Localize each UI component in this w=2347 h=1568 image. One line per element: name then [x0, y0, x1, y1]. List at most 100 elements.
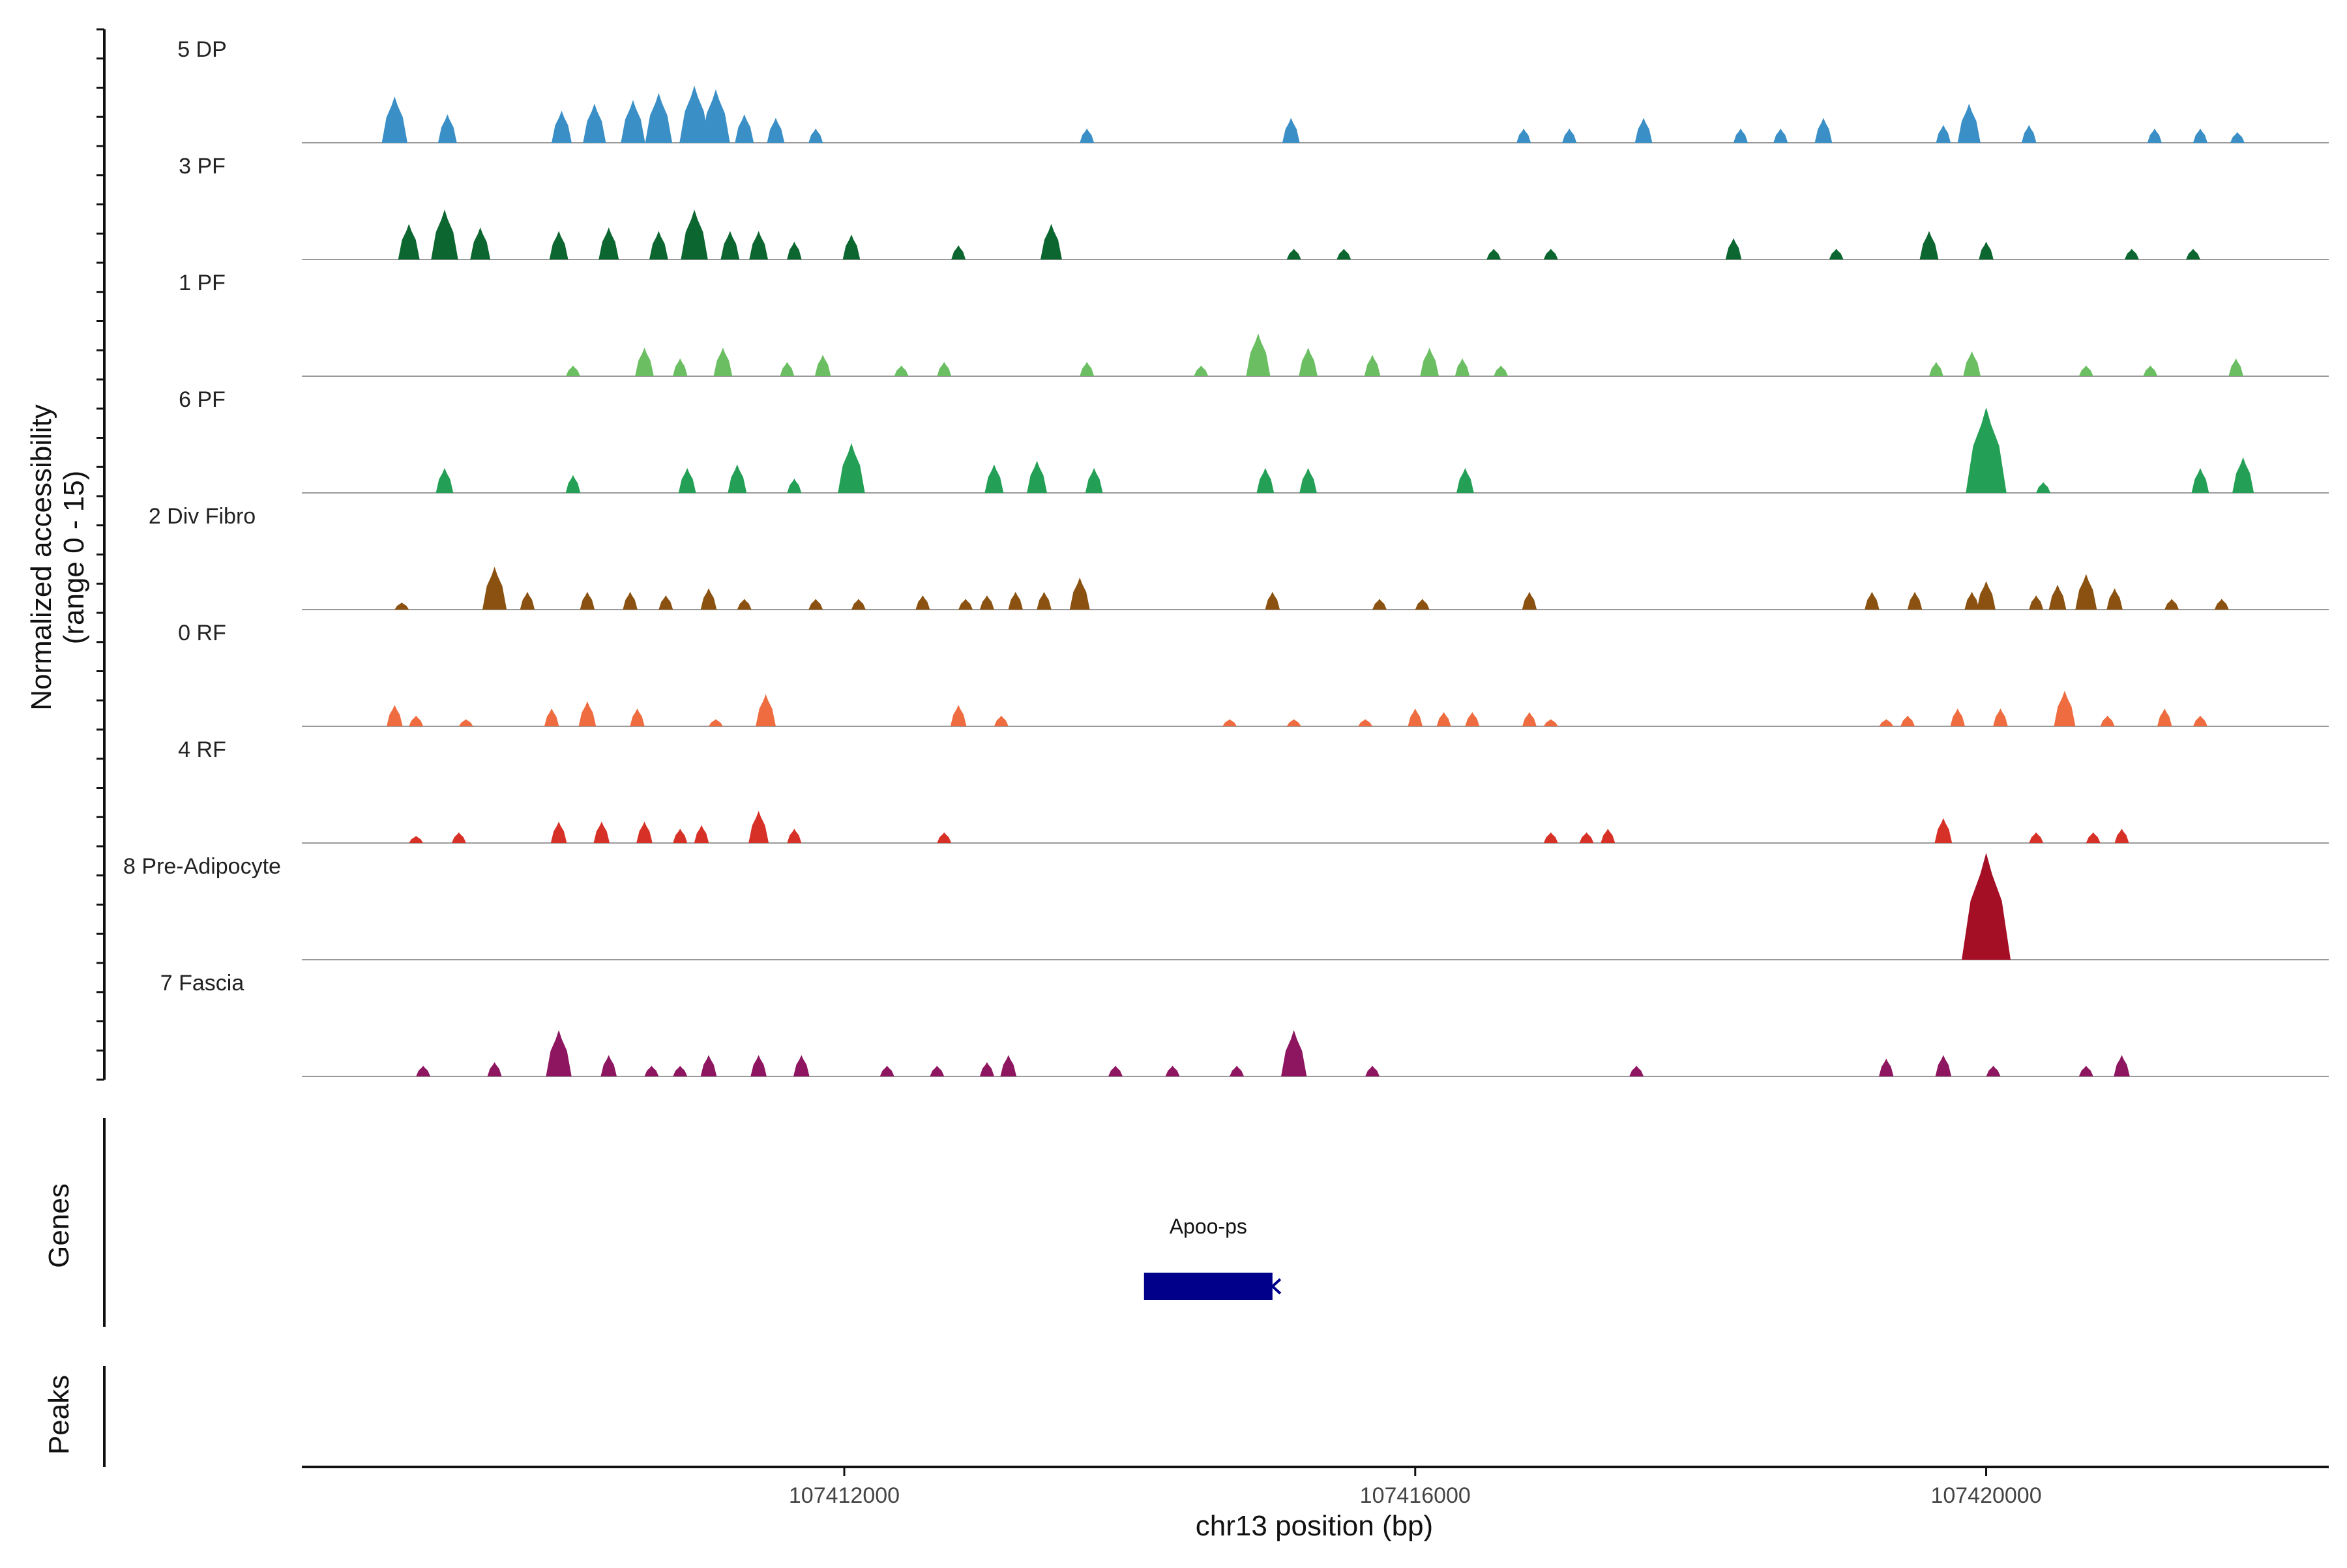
y-axis-title: Normalized accessibility	[25, 404, 57, 710]
peaks-panel-title: Peaks	[43, 1375, 75, 1455]
coverage-peak	[1037, 591, 1052, 610]
coverage-peak	[728, 464, 747, 493]
coverage-peak	[708, 719, 723, 726]
coverage-peak	[409, 836, 424, 843]
coverage-peak	[2186, 248, 2201, 259]
coverage-peak	[2100, 715, 2115, 726]
coverage-peak	[737, 599, 752, 610]
coverage-peak	[1966, 407, 2007, 493]
gene-model: Apoo-ps	[1144, 1215, 1282, 1300]
coverage-peak	[565, 365, 580, 376]
coverage-peak	[814, 355, 831, 376]
coverage-peak	[1336, 248, 1351, 259]
coverage-peak	[1964, 591, 1979, 610]
coverage-peak	[1773, 128, 1788, 143]
coverage-peak	[750, 1055, 767, 1076]
coverage-peak	[593, 821, 610, 843]
coverage-peak	[1993, 708, 2008, 726]
coverage-peak	[2157, 708, 2172, 726]
coverage-peak	[720, 231, 740, 259]
coverage-peak	[1265, 591, 1280, 610]
track-label: 3 PF	[179, 154, 226, 179]
coverage-tracks: 5 DP 3 PF 1 PF 6 PF 2 Div Fibro 0 RF 4 RF 8 Pre…	[123, 37, 2329, 1077]
coverage-peak	[748, 810, 769, 843]
coverage-peak	[937, 362, 952, 376]
coverage-peak	[578, 701, 597, 726]
coverage-peak	[1408, 708, 1423, 726]
coverage-peak	[2192, 715, 2207, 726]
coverage-peak	[1486, 248, 1501, 259]
track-label: 2 Div Fibro	[149, 504, 256, 529]
coverage-peak	[681, 209, 708, 259]
coverage-peak	[1281, 1029, 1307, 1076]
coverage-peak	[1085, 467, 1103, 493]
track-7: 4 RF	[178, 737, 2329, 844]
coverage-peak	[894, 365, 909, 376]
coverage-peak	[1979, 241, 1994, 259]
x-axis-title: chr13 position (bp)	[1196, 1510, 1433, 1542]
coverage-peak	[416, 1065, 431, 1076]
coverage-peak	[2078, 1065, 2093, 1076]
coverage-peak	[2114, 829, 2129, 843]
track-label: 6 PF	[179, 387, 226, 412]
coverage-peak	[979, 1062, 994, 1076]
coverage-peak	[1040, 224, 1062, 259]
coverage-peak	[552, 110, 572, 143]
x-axis: 107412000 107416000 107420000	[302, 1466, 2329, 1508]
coverage-peak	[1522, 712, 1537, 726]
coverage-peak	[1299, 348, 1318, 376]
coverage-peak	[1733, 128, 1748, 143]
coverage-peak	[451, 832, 466, 843]
coverage-peak	[767, 117, 785, 143]
coverage-peak	[1456, 467, 1474, 493]
coverage-peak	[930, 1065, 945, 1076]
coverage-peak	[1299, 467, 1317, 493]
coverage-peak	[398, 224, 420, 259]
coverage-peak	[2232, 457, 2254, 493]
coverage-peak	[958, 599, 973, 610]
x-tick-label: 107412000	[789, 1483, 900, 1508]
coverage-peak	[394, 602, 409, 610]
coverage-peak	[1080, 128, 1095, 143]
coverage-peak	[1415, 599, 1430, 610]
coverage-peak	[1829, 248, 1844, 259]
coverage-peak	[1008, 591, 1023, 610]
coverage-peak	[700, 588, 717, 610]
coverage-peak	[2164, 599, 2179, 610]
coverage-peak	[1907, 591, 1923, 610]
coverage-peak	[644, 1065, 659, 1076]
coverage-peak	[787, 241, 802, 259]
coverage-peak	[787, 829, 802, 843]
coverage-peak	[735, 114, 754, 143]
coverage-peak	[1986, 1065, 2001, 1076]
coverage-peak	[1977, 581, 1996, 610]
coverage-peak	[984, 464, 1004, 493]
coverage-peak	[700, 1055, 717, 1076]
coverage-peak	[2075, 574, 2097, 610]
coverage-peak	[673, 829, 688, 843]
coverage-peak	[808, 128, 823, 143]
coverage-peak	[600, 1055, 617, 1076]
coverage-peak	[1222, 719, 1237, 726]
coverage-peak	[1286, 248, 1301, 259]
coverage-peak	[694, 825, 709, 843]
coverage-peak	[1543, 832, 1558, 843]
coverage-peak	[780, 362, 795, 376]
coverage-peak	[565, 475, 581, 493]
coverage-peak	[1358, 719, 1373, 726]
track-3: 1 PF	[179, 271, 2329, 377]
coverage-peak	[979, 595, 994, 610]
coverage-peak	[658, 595, 673, 610]
coverage-peak	[2078, 365, 2093, 376]
genes-panel-title: Genes	[43, 1183, 75, 1268]
left-axes	[96, 28, 106, 1467]
coverage-peak	[937, 832, 952, 843]
coverage-peak	[787, 479, 802, 493]
coverage-peak	[1420, 348, 1439, 376]
coverage-peak	[1936, 125, 1951, 143]
coverage-peak	[679, 85, 709, 143]
coverage-peak	[701, 89, 730, 143]
coverage-peak	[2147, 128, 2162, 143]
coverage-peak	[623, 591, 638, 610]
coverage-peak	[756, 694, 776, 726]
